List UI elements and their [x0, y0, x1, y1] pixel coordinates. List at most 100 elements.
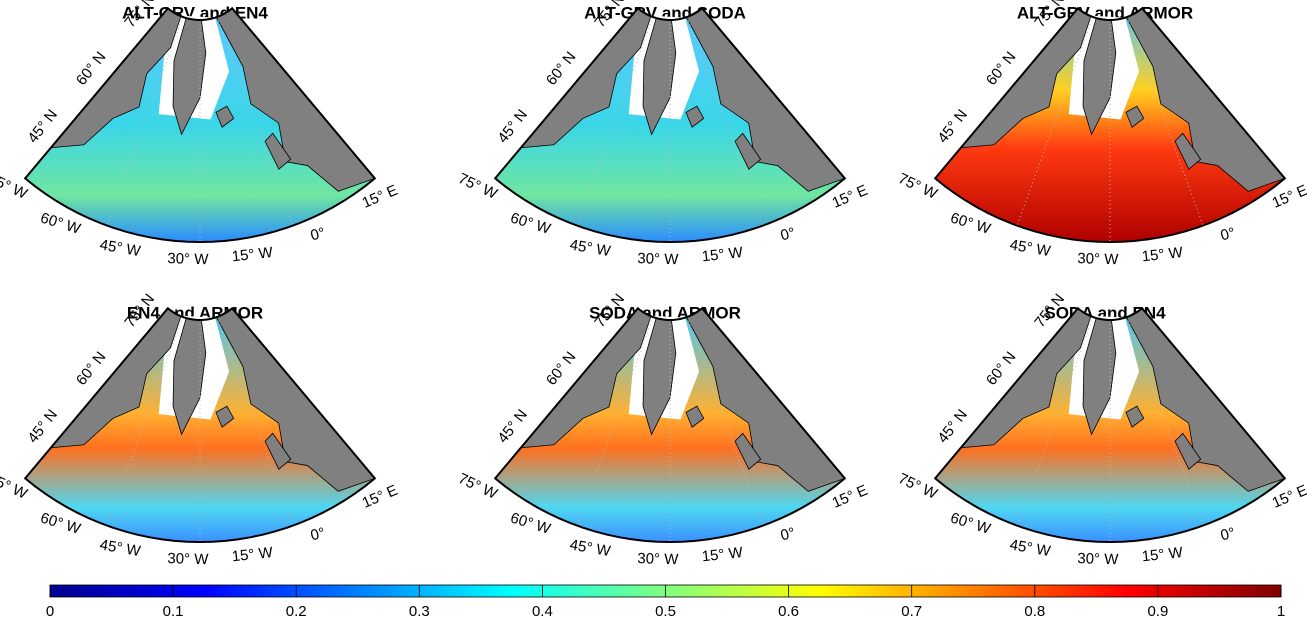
- map-frame: [23, 306, 377, 544]
- map-frame: [933, 6, 1287, 244]
- lon-label: 75° W: [0, 470, 31, 503]
- graticule: [1126, 316, 1204, 526]
- graticule: [686, 316, 764, 526]
- lat-label: 60° N: [983, 49, 1020, 89]
- land-greenland: [642, 317, 677, 436]
- lat-label: 60° N: [543, 49, 580, 89]
- lon-label: 60° W: [508, 209, 553, 238]
- land-british-isles: [264, 432, 292, 470]
- land-british-isles: [734, 432, 762, 470]
- land-north-america: [959, 7, 1092, 149]
- lat-label: 45° N: [934, 106, 971, 146]
- colorbar-tick-label: 1: [1277, 603, 1285, 620]
- lon-label: 75° W: [0, 170, 31, 203]
- colorbar-tick-label: 0.4: [532, 603, 553, 620]
- land-greenland: [1082, 317, 1117, 436]
- lon-label: 15° W: [701, 244, 744, 265]
- land-iceland: [1125, 105, 1145, 128]
- land-iceland: [685, 405, 705, 428]
- land-british-isles: [264, 132, 292, 170]
- lon-label: 30° W: [167, 250, 209, 268]
- ocean: [495, 308, 845, 542]
- lon-label: 60° W: [508, 509, 553, 538]
- lat-label: 60° N: [73, 49, 110, 89]
- lon-label: 0°: [1219, 224, 1237, 244]
- map-frame: [493, 6, 847, 244]
- lon-label: 30° W: [1077, 550, 1119, 568]
- colorbar-tick-label: 0.9: [1147, 603, 1168, 620]
- colorbar-tick-label: 0.2: [286, 603, 307, 620]
- lat-label: 60° N: [543, 349, 580, 389]
- graticule: [1126, 16, 1204, 226]
- lon-label: 75° W: [456, 170, 501, 203]
- land-north-america: [49, 307, 182, 449]
- lat-label: 45° N: [24, 406, 61, 446]
- land-north-america: [49, 7, 182, 149]
- lon-label: 0°: [779, 524, 797, 544]
- colorbar-tick-label: 0.6: [778, 603, 799, 620]
- graticule: [1016, 316, 1094, 526]
- ocean: [935, 308, 1285, 542]
- graticule: [576, 16, 654, 226]
- lat-label: 45° N: [494, 406, 531, 446]
- land-british-isles: [1174, 432, 1202, 470]
- land-greenland: [1082, 17, 1117, 136]
- lon-label: 60° W: [38, 209, 83, 238]
- lon-label: 45° W: [99, 236, 143, 260]
- land-iceland: [685, 105, 705, 128]
- lon-label: 0°: [309, 224, 327, 244]
- colorbar-tick-label: 0.5: [655, 603, 676, 620]
- colorbar-tick-label: 0.3: [409, 603, 430, 620]
- land-greenland: [172, 17, 207, 136]
- lon-label: 15° W: [701, 544, 744, 565]
- lon-label: 75° W: [896, 170, 941, 203]
- graticule: [106, 16, 184, 226]
- lon-label: 60° W: [948, 509, 993, 538]
- land-greenland: [642, 17, 677, 136]
- ocean: [25, 8, 375, 243]
- lon-label: 0°: [779, 224, 797, 244]
- map-frame: [933, 306, 1287, 544]
- graticule: [576, 316, 654, 526]
- colorbar-tick-label: 0.8: [1024, 603, 1045, 620]
- lon-label: 0°: [1219, 524, 1237, 544]
- colorbar-tick-label: 0.1: [163, 603, 184, 620]
- lon-label: 45° W: [569, 536, 613, 560]
- lon-label: 15° W: [231, 544, 274, 565]
- lon-label: 0°: [309, 524, 327, 544]
- land-iceland: [215, 105, 235, 128]
- land-british-isles: [1174, 132, 1202, 170]
- lon-label: 75° W: [456, 470, 501, 503]
- lat-label: 45° N: [494, 106, 531, 146]
- lon-label: 45° W: [99, 536, 143, 560]
- ocean: [495, 8, 845, 243]
- ocean: [935, 8, 1285, 243]
- lon-label: 45° W: [569, 236, 613, 260]
- land-british-isles: [734, 132, 762, 170]
- lon-label: 30° W: [637, 250, 679, 268]
- ocean: [25, 308, 375, 542]
- map-frame: [23, 6, 377, 244]
- lat-label: 60° N: [73, 349, 110, 389]
- colorbar-tick-label: 0: [46, 603, 54, 620]
- graticule: [216, 316, 294, 526]
- lon-label: 30° W: [167, 550, 209, 568]
- lon-label: 30° W: [637, 550, 679, 568]
- land-iceland: [215, 405, 235, 428]
- land-north-america: [519, 307, 652, 449]
- lon-label: 30° W: [1077, 250, 1119, 268]
- graticule: [686, 16, 764, 226]
- graticule: [106, 316, 184, 526]
- colorbar-tick-label: 0.7: [901, 603, 922, 620]
- lon-label: 75° W: [896, 470, 941, 503]
- lon-label: 15° W: [1141, 544, 1184, 565]
- lon-label: 60° W: [948, 209, 993, 238]
- map-frame: [493, 306, 847, 544]
- lat-label: 45° N: [24, 106, 61, 146]
- lon-label: 60° W: [38, 509, 83, 538]
